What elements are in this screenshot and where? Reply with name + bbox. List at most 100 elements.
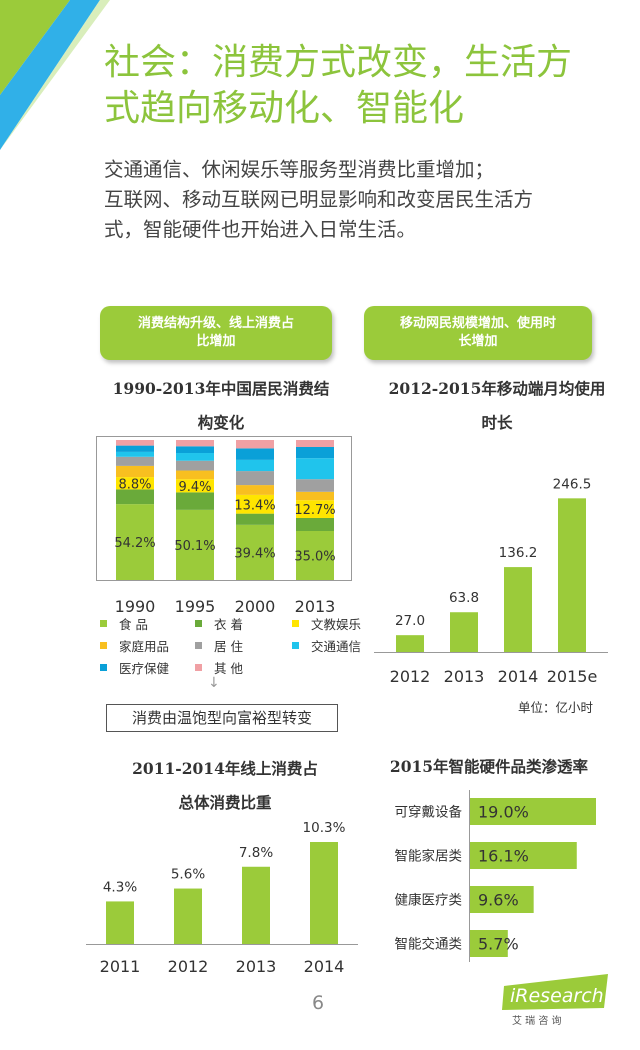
chart1-bar-1990-s6 xyxy=(116,445,154,452)
chart4-label-1: 16.1% xyxy=(478,847,529,866)
chart3-title-line-1: 2011-2014年线上消费占 xyxy=(132,759,318,778)
chart4-bar-1 xyxy=(470,842,577,869)
legend-item-3: 家庭用品 xyxy=(100,636,169,655)
iresearch-logo: iResearch 艾 瑞 咨 询 xyxy=(502,974,608,1027)
chart1-label-1990-s0: 54.2% xyxy=(114,536,155,551)
chart1-title: 1990-2013年中国居民消费结 构变化 xyxy=(96,372,346,440)
chart1-bar-1995-s6 xyxy=(176,446,214,454)
legend-swatch-1 xyxy=(195,620,202,627)
chart2-label-2014: 136.2 xyxy=(499,545,538,561)
chart3-bar-2011 xyxy=(106,901,134,944)
chart1-bar-2000-s4 xyxy=(236,471,274,486)
chart3-xtick-2012: 2012 xyxy=(168,957,209,976)
chart1-title-line-1: 1990-2013年中国居民消费结 xyxy=(112,379,330,398)
chart1-bar-1990-s0 xyxy=(116,504,154,580)
pill-mobile-growth: 移动网民规模增加、使用时 长增加 xyxy=(364,306,592,360)
chart3-label-2014: 10.3% xyxy=(303,820,346,836)
legend-label-3: 家庭用品 xyxy=(119,639,170,654)
chart1-bar-2013-s2 xyxy=(296,500,334,518)
chart1-bar-2000-s0 xyxy=(236,524,274,580)
legend-swatch-2 xyxy=(292,620,299,627)
chart4-title: 2015年智能硬件品类渗透率 xyxy=(364,750,614,784)
chart1-label-2000-s2: 13.4% xyxy=(234,498,275,513)
legend-item-7: 其 他 xyxy=(195,658,243,677)
chart3-xtick-2011: 2011 xyxy=(100,957,141,976)
chart1-bar-2000-s2 xyxy=(236,494,274,514)
legend-label-2: 文教娱乐 xyxy=(311,617,362,632)
chart1-bar-2013-s1 xyxy=(296,517,334,531)
chart1-bar-2000-s1 xyxy=(236,513,274,525)
chart2-title: 2012-2015年移动端月均使用 时长 xyxy=(372,372,622,440)
chart1-bar-1990-s4 xyxy=(116,456,154,466)
chart2-bar-2012 xyxy=(396,635,424,652)
corner-decoration xyxy=(0,0,110,150)
legend-label-5: 交通通信 xyxy=(311,639,362,654)
legend-swatch-6 xyxy=(100,664,107,671)
chart1-bar-1995-s0 xyxy=(176,509,214,580)
chart1-xtick-2013: 2013 xyxy=(295,597,336,614)
chart3-label-2012: 5.6% xyxy=(171,867,205,883)
chart-consumption-structure: 54.2% 8.8% 1990 50.1% 9.4% 1995 39.4% 13.4% 2000… xyxy=(96,436,352,614)
intro-line-3: 式，智能硬件也开始进入日常生活。 xyxy=(104,218,417,241)
legend-item-0: 食 品 xyxy=(100,614,148,633)
chart3-xtick-2014: 2014 xyxy=(304,957,345,976)
chart1-xtick-1990: 1990 xyxy=(115,597,156,614)
pill-left-line-1: 消费结构升级、线上消费占 xyxy=(137,316,294,331)
chart1-bar-1995-s7 xyxy=(176,440,214,447)
chart1-title-line-2: 构变化 xyxy=(197,413,245,432)
intro-text: 交通通信、休闲娱乐等服务型消费比重增加； 互联网、移动互联网已明显影响和改变居民… xyxy=(104,155,624,245)
chart4-bar-3 xyxy=(470,930,508,957)
chart1-bar-2013-s7 xyxy=(296,440,334,447)
chart2-xtick-2014: 2014 xyxy=(498,667,539,686)
chart1-bar-2000-s3 xyxy=(236,485,274,495)
legend-swatch-3 xyxy=(100,642,107,649)
chart3-title-line-2: 总体消费比重 xyxy=(178,793,272,812)
chart2-bar-2013 xyxy=(450,612,478,652)
chart3-bar-2012 xyxy=(174,888,202,944)
intro-line-2: 互联网、移动互联网已明显影响和改变居民生活方 xyxy=(104,188,534,211)
legend-label-0: 食 品 xyxy=(119,617,148,632)
chart-online-share: 4.3% 2011 5.6% 2012 7.8% 2013 10.3% 2014 xyxy=(86,820,358,976)
legend-item-5: 交通通信 xyxy=(292,636,361,655)
legend-item-1: 衣 着 xyxy=(195,614,243,633)
chart2-xtick-2013: 2013 xyxy=(444,667,485,686)
chart1-bar-2000-s5 xyxy=(236,459,274,472)
chart2-label-2012: 27.0 xyxy=(395,613,425,629)
chart4-label-2: 9.6% xyxy=(478,891,519,910)
chart1-bar-1995-s3 xyxy=(176,470,214,480)
arrow-down-icon: ↓ xyxy=(208,675,220,691)
chart1-bar-1990-s7 xyxy=(116,440,154,446)
chart2-xtick-2015e: 2015e xyxy=(547,667,598,686)
chart1-bar-1990-s3 xyxy=(116,465,154,478)
chart1-bar-1995-s1 xyxy=(176,492,214,510)
chart4-ytick-0: 可穿戴设备 xyxy=(395,804,463,821)
chart4-label-0: 19.0% xyxy=(478,803,529,822)
chart3-label-2011: 4.3% xyxy=(103,879,137,895)
chart1-label-2000-s0: 39.4% xyxy=(234,546,275,561)
page-number: 6 xyxy=(312,992,325,1014)
chart1-bar-2013-s6 xyxy=(296,447,334,459)
chart4-ytick-1: 智能家居类 xyxy=(395,848,463,865)
chart-smart-hardware: 19.0% 可穿戴设备 16.1% 智能家居类 9.6% 健康医疗类 5.7% 智能交通类 xyxy=(395,790,596,962)
chart2-bar-2015e xyxy=(558,498,586,652)
chart4-ytick-3: 智能交通类 xyxy=(395,936,463,953)
chart1-xtick-1995: 1995 xyxy=(175,597,216,614)
chart1-bar-1990-s1 xyxy=(116,489,154,505)
page-title: 社会：消费方式改变，生活方 式趋向移动化、智能化 xyxy=(104,40,624,132)
chart3-bar-2014 xyxy=(310,842,338,944)
chart3-title: 2011-2014年线上消费占 总体消费比重 xyxy=(100,752,350,820)
legend-label-6: 医疗保健 xyxy=(119,661,170,676)
chart3-label-2013: 7.8% xyxy=(239,845,273,861)
chart1-label-2013-s2: 12.7% xyxy=(294,503,335,518)
legend-label-1: 衣 着 xyxy=(214,617,243,632)
legend-swatch-5 xyxy=(292,642,299,649)
chart2-xtick-2012: 2012 xyxy=(390,667,431,686)
chart1-bar-2013-s5 xyxy=(296,458,334,480)
chart1-bar-1995-s5 xyxy=(176,453,214,461)
chart1-bar-1995-s2 xyxy=(176,479,214,493)
chart2-label-2013: 63.8 xyxy=(449,590,479,606)
consumption-shift-note: 消费由温饱型向富裕型转变 xyxy=(106,704,338,732)
chart2-title-line-1: 2012-2015年移动端月均使用 xyxy=(388,379,606,398)
chart1-xtick-2000: 2000 xyxy=(235,597,276,614)
logo-shape xyxy=(502,974,608,1010)
